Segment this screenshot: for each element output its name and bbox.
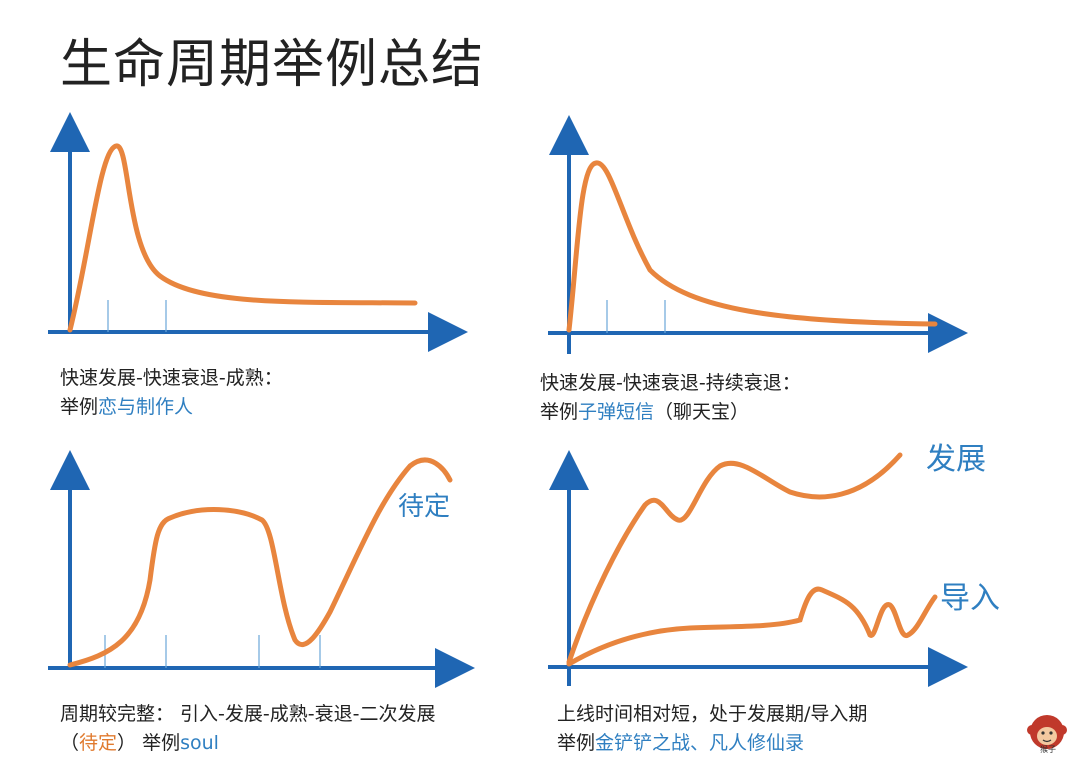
- panel-3-caption-open: （: [60, 732, 80, 754]
- panel-1-caption: 快速发展-快速衰退-成熟： 举例恋与制作人: [60, 364, 283, 422]
- panel-1-caption-line2: 举例恋与制作人: [60, 393, 283, 422]
- panel-2-curve: [566, 160, 938, 333]
- monkey-logo-icon: [1027, 715, 1067, 749]
- panel-3-caption-pending: 待定: [79, 732, 118, 754]
- panel-4-caption: 上线时间相对短，处于发展期/导入期 举例金铲铲之战、凡人修仙录: [557, 700, 867, 758]
- panel-2-caption-suffix: （聊天宝）: [654, 401, 750, 423]
- panel-3-caption-close: ） 举例: [117, 732, 181, 754]
- panel-4-lower-curve: [566, 586, 938, 667]
- panel-4-upper-curve-label: 发展: [926, 442, 986, 477]
- panel-2-caption-prefix: 举例: [540, 401, 579, 423]
- panel-1-chart: [48, 112, 468, 352]
- panel-4-caption-prefix: 举例: [557, 732, 596, 754]
- panel-3-chart: [48, 450, 475, 688]
- panel-2-caption: 快速发展-快速衰退-持续衰退： 举例子弹短信（聊天宝）: [540, 369, 801, 427]
- panel-2-caption-line1: 快速发展-快速衰退-持续衰退：: [540, 372, 801, 394]
- panel-3-curve: [67, 457, 453, 668]
- panel-3-curve-label: 待定: [398, 492, 451, 522]
- panel-4-lower-curve-label: 导入: [940, 581, 1000, 616]
- panel-4-caption-line2: 举例金铲铲之战、凡人修仙录: [557, 729, 867, 758]
- panel-3-caption-example: soul: [180, 732, 219, 754]
- panel-1-caption-line1: 快速发展-快速衰退-成熟：: [60, 367, 283, 389]
- panel-1-caption-prefix: 举例: [60, 396, 99, 418]
- panel-4-caption-line1: 上线时间相对短，处于发展期/导入期: [557, 703, 868, 725]
- panel-1-caption-example: 恋与制作人: [98, 396, 194, 418]
- logo-text: 猴子: [1040, 745, 1056, 754]
- panel-4-chart: [548, 450, 968, 687]
- panel-1-curve: [67, 143, 418, 333]
- panel-3-caption-line2: （待定） 举例soul: [60, 729, 435, 758]
- panel-4-upper-curve: [566, 452, 903, 665]
- panel-3-caption: 周期较完整： 引入-发展-成熟-衰退-二次发展 （待定） 举例soul: [60, 700, 435, 758]
- panel-3-caption-line1: 周期较完整： 引入-发展-成熟-衰退-二次发展: [60, 703, 436, 725]
- panel-4-caption-example: 金铲铲之战、凡人修仙录: [595, 732, 805, 754]
- panel-2-chart: [548, 115, 968, 354]
- panel-2-caption-example: 子弹短信: [578, 401, 655, 423]
- panel-2-caption-line2: 举例子弹短信（聊天宝）: [540, 398, 801, 427]
- page-title: 生命周期举例总结: [60, 35, 485, 95]
